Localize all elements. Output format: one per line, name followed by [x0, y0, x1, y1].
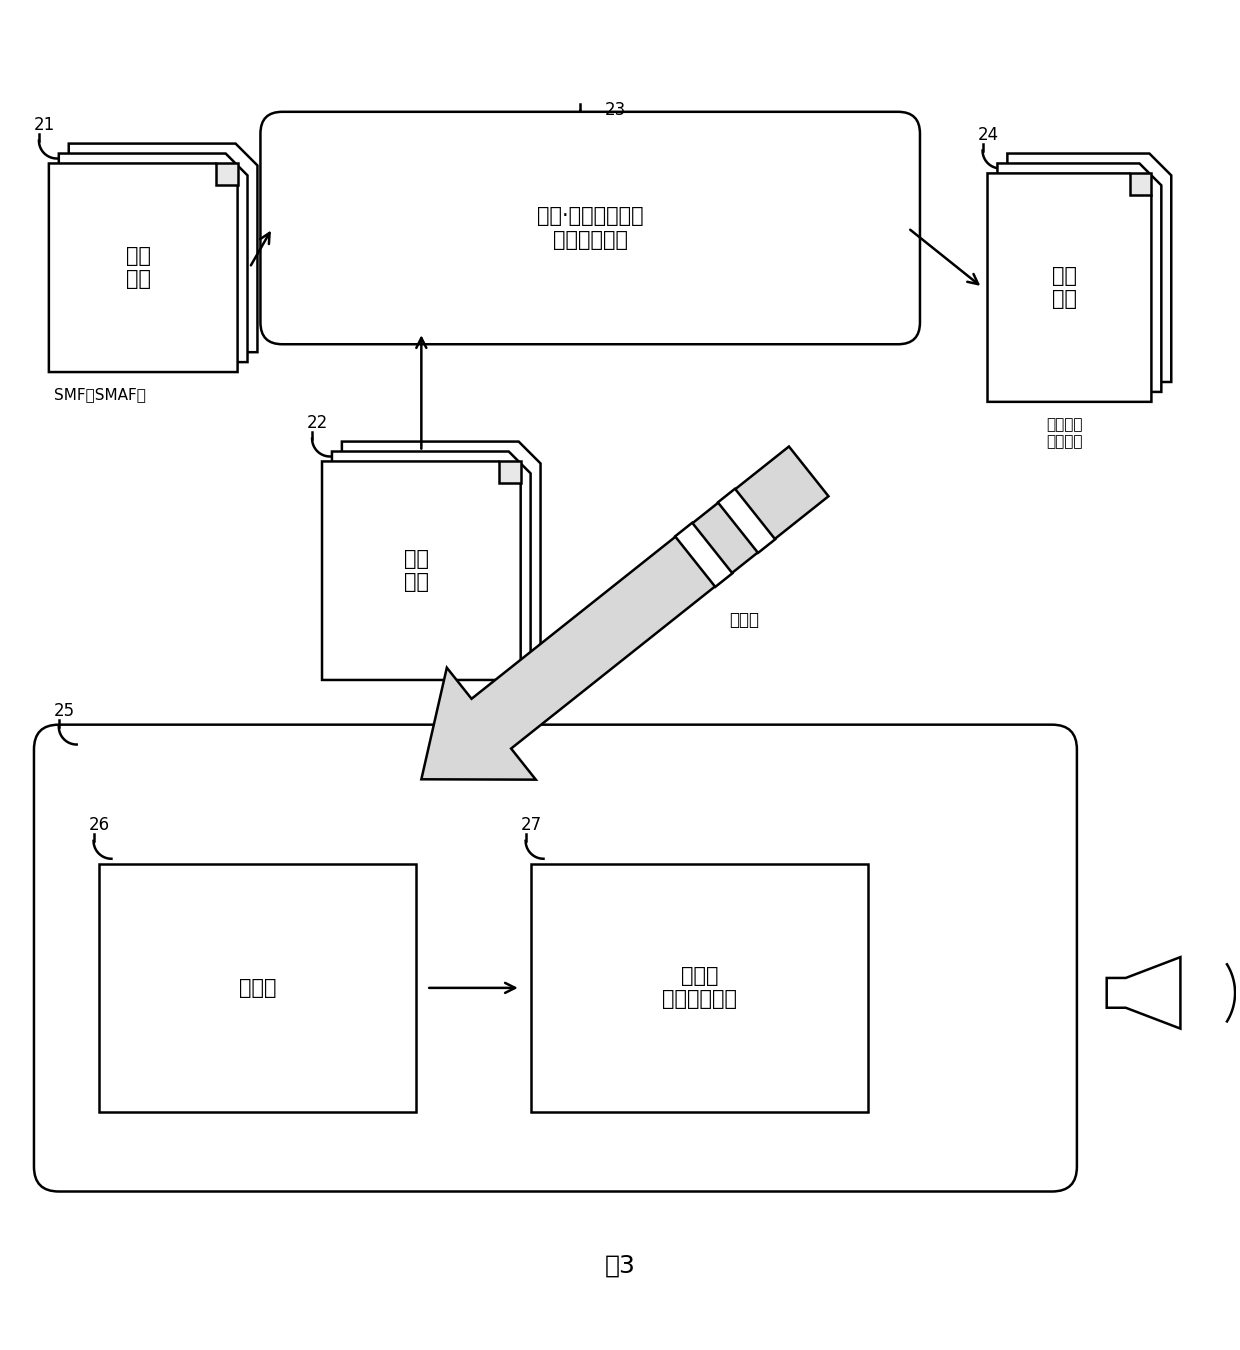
Text: 下载等: 下载等 — [729, 612, 759, 629]
Text: 数据·格式制作工具
（编写工具）: 数据·格式制作工具 （编写工具） — [537, 207, 644, 250]
Text: 定序器: 定序器 — [239, 977, 277, 998]
Text: 25: 25 — [53, 702, 74, 720]
Text: 本规格的
格式文件: 本规格的 格式文件 — [1047, 417, 1083, 450]
Text: 声源部
（语音合成）: 声源部 （语音合成） — [662, 967, 737, 1010]
Polygon shape — [1007, 154, 1172, 382]
Text: 23: 23 — [605, 101, 626, 119]
Text: 24: 24 — [977, 126, 998, 143]
Text: 乐曲
数据: 乐曲 数据 — [125, 246, 151, 289]
FancyBboxPatch shape — [98, 864, 417, 1112]
Polygon shape — [718, 489, 775, 554]
Text: 21: 21 — [33, 116, 56, 134]
Polygon shape — [58, 154, 248, 362]
Polygon shape — [342, 441, 541, 660]
FancyBboxPatch shape — [531, 864, 868, 1112]
Text: 27: 27 — [521, 815, 542, 834]
Text: 22: 22 — [308, 413, 329, 432]
Text: SMF和SMAF等: SMF和SMAF等 — [53, 387, 146, 402]
Polygon shape — [68, 143, 258, 352]
Polygon shape — [675, 522, 733, 587]
Text: 格式
数据: 格式 数据 — [1052, 266, 1078, 309]
Polygon shape — [422, 447, 828, 780]
Text: 26: 26 — [88, 815, 109, 834]
Polygon shape — [216, 163, 238, 185]
Polygon shape — [997, 163, 1162, 392]
Polygon shape — [1107, 957, 1180, 1029]
Polygon shape — [498, 462, 521, 483]
Polygon shape — [987, 173, 1152, 402]
Polygon shape — [332, 451, 531, 670]
Polygon shape — [1130, 173, 1152, 196]
FancyBboxPatch shape — [260, 112, 920, 344]
Text: 文本
文件: 文本 文件 — [404, 549, 429, 593]
Polygon shape — [322, 462, 521, 680]
Polygon shape — [48, 163, 238, 373]
Text: 图3: 图3 — [605, 1254, 635, 1278]
FancyBboxPatch shape — [33, 725, 1076, 1192]
